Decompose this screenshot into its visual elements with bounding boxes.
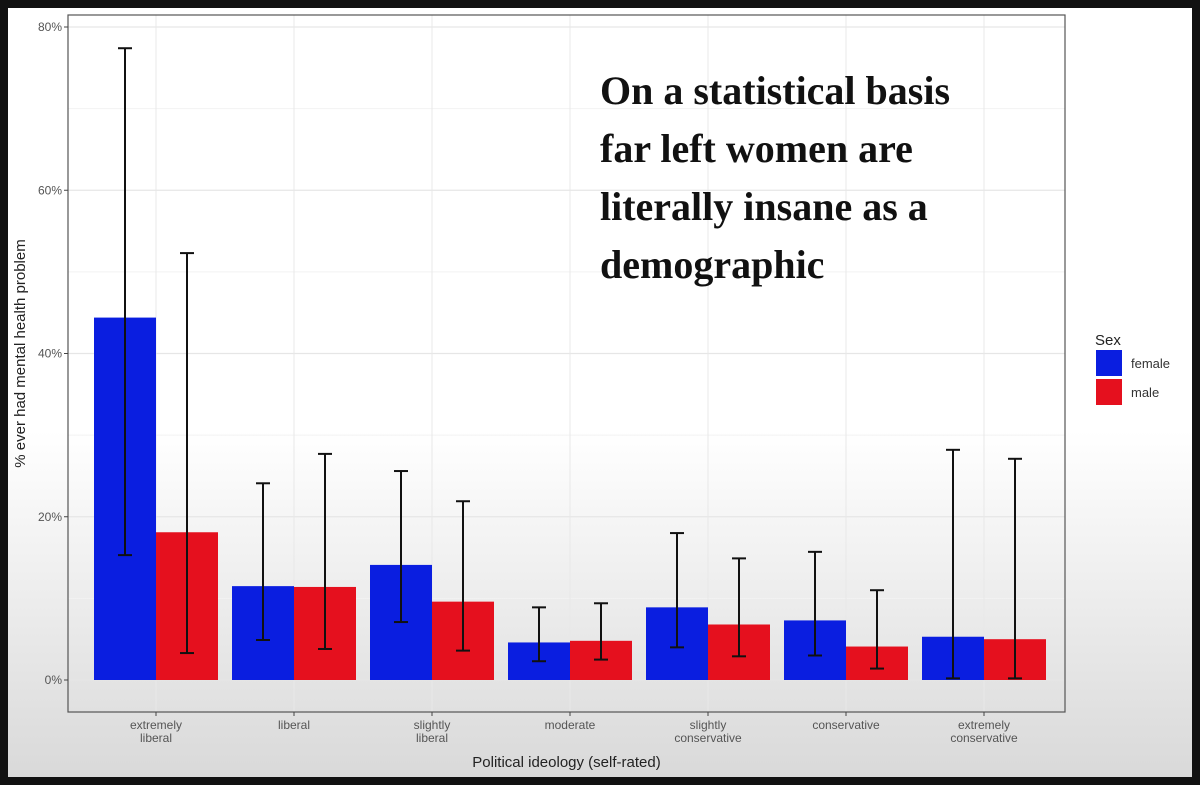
x-tick-label: extremely <box>958 718 1010 732</box>
y-tick-label: 0% <box>45 673 63 687</box>
y-axis-title: % ever had mental health problem <box>12 239 29 467</box>
x-tick-label: liberal <box>140 731 172 745</box>
x-tick-label: slightly <box>690 718 727 732</box>
annotation-text: On a statistical basis far left women ar… <box>600 68 951 287</box>
x-tick-label: liberal <box>278 718 310 732</box>
y-tick-label: 60% <box>38 183 62 197</box>
legend-swatch-female <box>1096 350 1122 376</box>
plot-border <box>67 14 1066 713</box>
x-tick-label: slightly <box>414 718 451 732</box>
y-tick-label: 40% <box>38 347 62 361</box>
x-tick-label: conservative <box>812 718 880 732</box>
x-tick-label: liberal <box>416 731 448 745</box>
x-axis-title: Political ideology (self-rated) <box>472 754 660 771</box>
x-tick-label: conservative <box>950 731 1018 745</box>
x-tick-label: extremely <box>130 718 182 732</box>
x-tick-label: moderate <box>545 718 596 732</box>
y-tick-label: 20% <box>38 510 62 524</box>
legend-title: Sex <box>1095 332 1121 349</box>
legend-swatch-male <box>1096 379 1122 405</box>
y-tick-label: 80% <box>38 20 62 34</box>
legend-label-female: female <box>1131 356 1170 371</box>
x-tick-label: conservative <box>674 731 742 745</box>
legend-label-male: male <box>1131 385 1159 400</box>
